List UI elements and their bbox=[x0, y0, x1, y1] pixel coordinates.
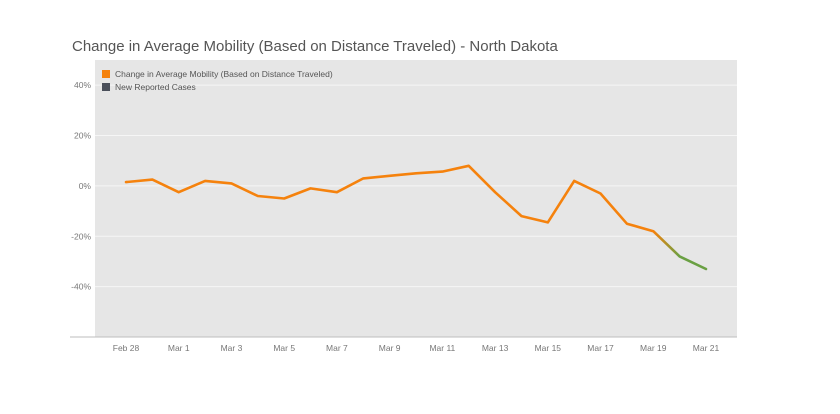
x-tick-label: Mar 17 bbox=[587, 343, 614, 353]
legend-label-mobility: Change in Average Mobility (Based on Dis… bbox=[115, 68, 333, 79]
x-tick-label: Mar 5 bbox=[273, 343, 295, 353]
data-point[interactable] bbox=[307, 184, 315, 192]
data-point[interactable] bbox=[227, 179, 235, 187]
legend-swatch-new-cases bbox=[102, 82, 110, 91]
x-tick-label: Mar 11 bbox=[429, 343, 455, 353]
data-point[interactable] bbox=[517, 212, 525, 220]
x-tick-label: Mar 9 bbox=[379, 343, 401, 353]
y-tick-label: -20% bbox=[71, 231, 91, 241]
data-point[interactable] bbox=[201, 177, 209, 185]
data-point[interactable] bbox=[465, 162, 473, 170]
data-point[interactable] bbox=[438, 168, 446, 176]
legend[interactable]: Change in Average Mobility (Based on Dis… bbox=[102, 67, 333, 93]
data-point[interactable] bbox=[148, 176, 156, 184]
data-point[interactable] bbox=[280, 195, 288, 203]
data-point[interactable] bbox=[544, 218, 552, 226]
data-point[interactable] bbox=[333, 188, 341, 196]
y-tick-label: -40% bbox=[71, 282, 91, 292]
data-point[interactable] bbox=[175, 188, 183, 196]
x-tick-label: Mar 3 bbox=[221, 343, 243, 353]
data-point[interactable] bbox=[676, 252, 684, 260]
chart-title: Change in Average Mobility (Based on Dis… bbox=[72, 38, 558, 55]
x-axis-ticks: Feb 28 Mar 1 Mar 3 Mar 5 Mar 7 Mar 9 Mar 11 Mar… bbox=[113, 343, 720, 353]
data-point[interactable] bbox=[359, 174, 367, 182]
data-point[interactable] bbox=[649, 227, 657, 235]
y-tick-label: 40% bbox=[74, 80, 91, 90]
series-layer bbox=[122, 162, 710, 273]
x-tick-label: Mar 7 bbox=[326, 343, 348, 353]
legend-swatch-mobility bbox=[102, 69, 110, 78]
legend-label-new-cases: New Reported Cases bbox=[115, 81, 196, 92]
plot-area bbox=[95, 60, 737, 337]
data-point[interactable] bbox=[491, 188, 499, 196]
data-point[interactable] bbox=[623, 220, 631, 228]
data-point[interactable] bbox=[412, 169, 420, 177]
gridlines bbox=[95, 84, 737, 288]
legend-item-new-cases[interactable]: New Reported Cases bbox=[102, 80, 333, 93]
data-point[interactable] bbox=[570, 177, 578, 185]
data-point[interactable] bbox=[122, 178, 130, 186]
data-point[interactable] bbox=[254, 192, 262, 200]
x-tick-label: Mar 21 bbox=[693, 343, 720, 353]
data-point[interactable] bbox=[386, 172, 394, 180]
x-tick-label: Mar 13 bbox=[482, 343, 509, 353]
x-tick-label: Mar 19 bbox=[640, 343, 667, 353]
x-tick-label: Mar 1 bbox=[168, 343, 190, 353]
legend-item-mobility[interactable]: Change in Average Mobility (Based on Dis… bbox=[102, 67, 333, 80]
y-tick-label: 0% bbox=[79, 181, 92, 191]
y-axis-ticks: 40% 20% 0% -20% -40% bbox=[71, 80, 91, 291]
series-line-mobility[interactable] bbox=[124, 164, 708, 271]
x-tick-label: Mar 15 bbox=[535, 343, 562, 353]
data-point[interactable] bbox=[702, 265, 710, 273]
x-tick-label: Feb 28 bbox=[113, 343, 140, 353]
y-tick-label: 20% bbox=[74, 131, 91, 141]
data-point[interactable] bbox=[597, 189, 605, 197]
